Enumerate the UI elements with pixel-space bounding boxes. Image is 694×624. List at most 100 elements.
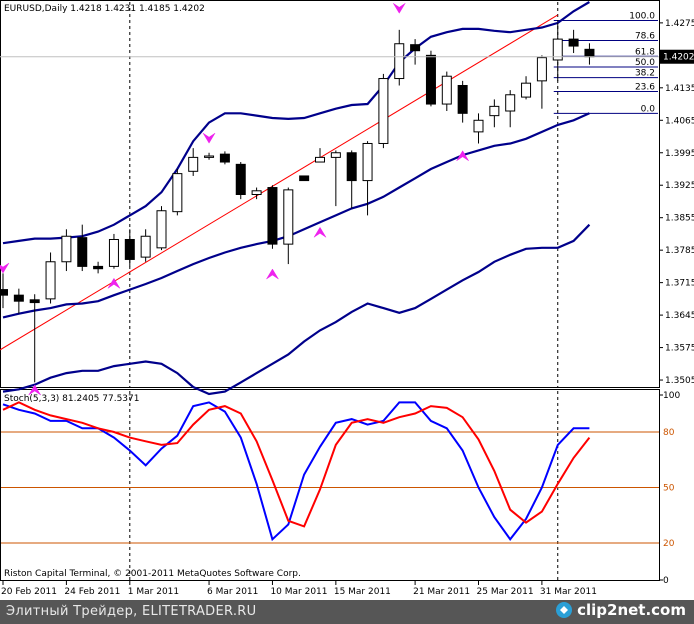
candle-bullish bbox=[45, 261, 56, 300]
candle-bearish bbox=[410, 44, 421, 52]
candle-bearish bbox=[346, 152, 357, 182]
time-tick-label: 1 Mar 2011 bbox=[128, 587, 179, 597]
candle-bullish bbox=[283, 189, 294, 245]
candle-bearish bbox=[77, 237, 88, 267]
fractal-down-icon bbox=[313, 226, 327, 238]
candle-bearish bbox=[584, 48, 595, 58]
price-tick-label: 1.3575 bbox=[665, 344, 694, 354]
fractal-down-icon bbox=[266, 268, 279, 280]
price-tick-label: 1.3715 bbox=[665, 279, 694, 289]
candle-bullish bbox=[489, 105, 500, 117]
time-tick-label: 31 Mar 2011 bbox=[540, 587, 597, 597]
candle-bearish bbox=[219, 153, 230, 163]
candle-bullish bbox=[315, 156, 325, 163]
fib-level-label: 78.6 bbox=[635, 32, 655, 42]
stoch-tick-label: 100 bbox=[663, 391, 680, 401]
candle-bullish bbox=[188, 156, 199, 172]
price-tick-label: 1.4135 bbox=[665, 84, 694, 94]
stoch-level-box bbox=[660, 426, 672, 438]
candle-bearish bbox=[29, 299, 40, 304]
trendline bbox=[0, 14, 559, 351]
time-tick-label: 6 Mar 2011 bbox=[207, 587, 258, 597]
fib-level-label: 100.0 bbox=[629, 12, 655, 22]
candle-bearish bbox=[425, 54, 436, 105]
fractal-down-icon bbox=[456, 150, 469, 161]
footer-site-text: Элитный Трейдер, ELITETRADER.RU bbox=[6, 604, 257, 619]
candle-bullish bbox=[330, 152, 341, 158]
candle-bullish bbox=[441, 75, 452, 105]
candle-bullish bbox=[552, 38, 563, 61]
candle-bearish bbox=[93, 265, 104, 270]
candle-bullish bbox=[362, 142, 373, 182]
candle-bullish bbox=[394, 43, 405, 80]
candle-bullish bbox=[61, 235, 72, 263]
time-tick-label: 24 Feb 2011 bbox=[64, 587, 120, 597]
candle-bearish bbox=[124, 238, 135, 260]
time-tick-label: 10 Mar 2011 bbox=[270, 587, 327, 597]
fib-level-label: 50.0 bbox=[635, 58, 655, 68]
time-axis: 20 Feb 2011 24 Feb 2011 1 Mar 2011 6 Mar 20… bbox=[1, 580, 597, 597]
fib-level-label: 0.0 bbox=[641, 104, 656, 114]
price-panel-frame bbox=[0, 0, 660, 388]
fib-level-label: 61.8 bbox=[635, 47, 655, 57]
fractal-up-icon bbox=[393, 3, 406, 14]
candle-bearish bbox=[267, 187, 278, 245]
brand-name: clip2net.com bbox=[577, 601, 686, 619]
clip-icon bbox=[556, 602, 573, 618]
price-tick-label: 1.3645 bbox=[665, 311, 694, 321]
candle-bullish bbox=[140, 235, 151, 258]
price-tick-label: 1.4065 bbox=[665, 116, 694, 126]
stoch-level-box bbox=[660, 537, 672, 549]
candle-bullish bbox=[172, 173, 183, 213]
stoch-level-box bbox=[660, 481, 672, 494]
stoch-title: Stoch(5,3,3) 81.2405 77.5371 bbox=[4, 394, 139, 404]
stoch-signal-line bbox=[2, 401, 591, 528]
candle-bearish bbox=[13, 294, 24, 302]
fractal-up-icon bbox=[202, 132, 216, 144]
stoch-tick-label: 20 bbox=[663, 539, 675, 549]
chart-area: 100.0 78.6 61.850.038.2 23.6 0.0 1.4275 1.4202… bbox=[0, 0, 694, 600]
candle-bullish bbox=[473, 119, 484, 133]
candle-bullish bbox=[204, 155, 215, 158]
current-price-label: 1.4202 bbox=[663, 53, 694, 63]
fib-level-label: 38.2 bbox=[635, 69, 655, 79]
candle-bearish bbox=[299, 175, 310, 182]
stoch-tick-label: 80 bbox=[663, 428, 675, 438]
candle-bullish bbox=[378, 78, 389, 144]
fractal-down-icon bbox=[28, 384, 41, 396]
fib-level-label: 23.6 bbox=[635, 83, 655, 93]
fractal-down-icon bbox=[107, 277, 121, 289]
price-tick-label: 1.3855 bbox=[665, 214, 694, 224]
candle-bearish bbox=[457, 84, 468, 114]
time-tick-label: 15 Mar 2011 bbox=[334, 587, 391, 597]
current-price-box bbox=[660, 49, 694, 64]
brand-logo[interactable]: clip2net.com bbox=[555, 601, 686, 619]
price-chart-header: EURUSD,Daily 1.4218 1.4231 1.4185 1.4202 bbox=[4, 4, 205, 14]
time-tick-label: 25 Mar 2011 bbox=[477, 587, 534, 597]
fractal-up-icon bbox=[0, 262, 10, 274]
chart-background bbox=[0, 0, 694, 600]
candle-bullish bbox=[156, 210, 167, 249]
footer-bar: Элитный Трейдер, ELITETRADER.RU clip2net… bbox=[0, 600, 694, 624]
price-tick-label: 1.3505 bbox=[665, 376, 694, 386]
bollinger-lower-band bbox=[2, 223, 591, 396]
stoch-panel-frame bbox=[0, 389, 660, 581]
price-tick-label: 1.3925 bbox=[665, 181, 694, 191]
price-panel: 100.0 78.6 61.850.038.2 23.6 0.0 1.4275 1.4202… bbox=[0, 1, 694, 396]
stoch-tick-label: 0 bbox=[663, 576, 669, 586]
stoch-tick-label: 50 bbox=[663, 484, 675, 494]
bollinger-upper-band bbox=[2, 1, 590, 245]
candle-bullish bbox=[251, 190, 262, 195]
stochastic-panel: 100 80 50 20 0 bbox=[1, 391, 680, 586]
candle-bullish bbox=[521, 82, 532, 98]
price-tick-label: 1.3995 bbox=[665, 149, 694, 159]
time-tick-label: 21 Mar 2011 bbox=[413, 587, 470, 597]
price-tick-label: 1.4275 bbox=[665, 19, 694, 29]
candle-bullish bbox=[108, 238, 119, 267]
price-tick-label: 1.3785 bbox=[665, 246, 694, 256]
candle-bearish bbox=[0, 289, 8, 296]
candle-bullish bbox=[505, 94, 516, 112]
time-tick-label: 20 Feb 2011 bbox=[1, 587, 57, 597]
candle-bearish bbox=[235, 163, 246, 195]
candle-bullish bbox=[536, 57, 547, 82]
